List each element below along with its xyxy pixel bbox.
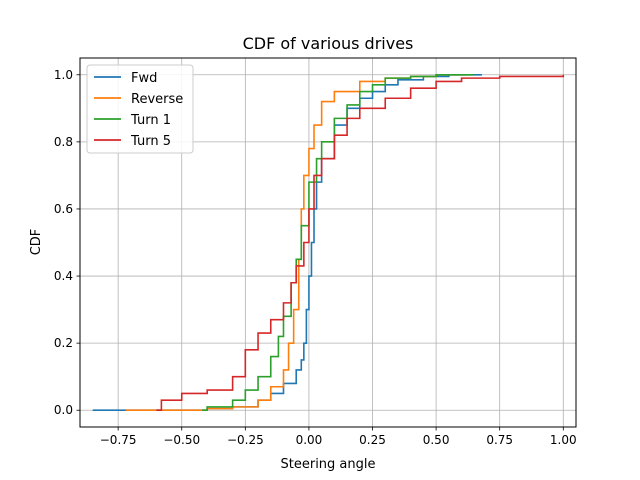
legend-box bbox=[86, 64, 194, 154]
axis-ticks: −0.75 −0.50 −0.25 0.00 0.25 0.50 0.75 1.00 0.0 0.… bbox=[54, 68, 577, 447]
series-line-reverse bbox=[125, 73, 467, 412]
y-tick-label: 0.6 bbox=[54, 202, 73, 216]
y-axis-label: CDF bbox=[29, 229, 44, 256]
legend-label: Fwd bbox=[131, 71, 157, 86]
y-tick-label: 0.4 bbox=[54, 269, 73, 283]
series-line-turn-5 bbox=[156, 74, 565, 412]
x-tick-label: 0.50 bbox=[423, 433, 450, 447]
legend-label: Turn 1 bbox=[130, 113, 171, 128]
legend: Fwd Reverse Turn 1 Turn 5 bbox=[86, 64, 194, 154]
x-tick-label: −0.50 bbox=[163, 433, 200, 447]
y-tick-label: 1.0 bbox=[54, 68, 73, 82]
chart-title: CDF of various drives bbox=[243, 34, 414, 53]
y-tick-label: 0.8 bbox=[54, 135, 73, 149]
y-tick-label: 0.2 bbox=[54, 336, 73, 350]
x-tick-label: −0.25 bbox=[227, 433, 264, 447]
series-layer bbox=[92, 73, 565, 412]
x-tick-label: 0.75 bbox=[486, 433, 513, 447]
x-tick-label: 1.00 bbox=[550, 433, 577, 447]
x-axis-label: Steering angle bbox=[281, 457, 376, 472]
x-tick-label: −0.75 bbox=[100, 433, 137, 447]
y-tick-label: 0.0 bbox=[54, 403, 73, 417]
series-line-turn-1 bbox=[202, 73, 475, 412]
plot-frame bbox=[79, 57, 577, 428]
x-tick-label: 0.25 bbox=[359, 433, 386, 447]
legend-label: Turn 5 bbox=[130, 134, 171, 149]
legend-label: Reverse bbox=[131, 92, 183, 107]
x-tick-label: 0.00 bbox=[296, 433, 323, 447]
